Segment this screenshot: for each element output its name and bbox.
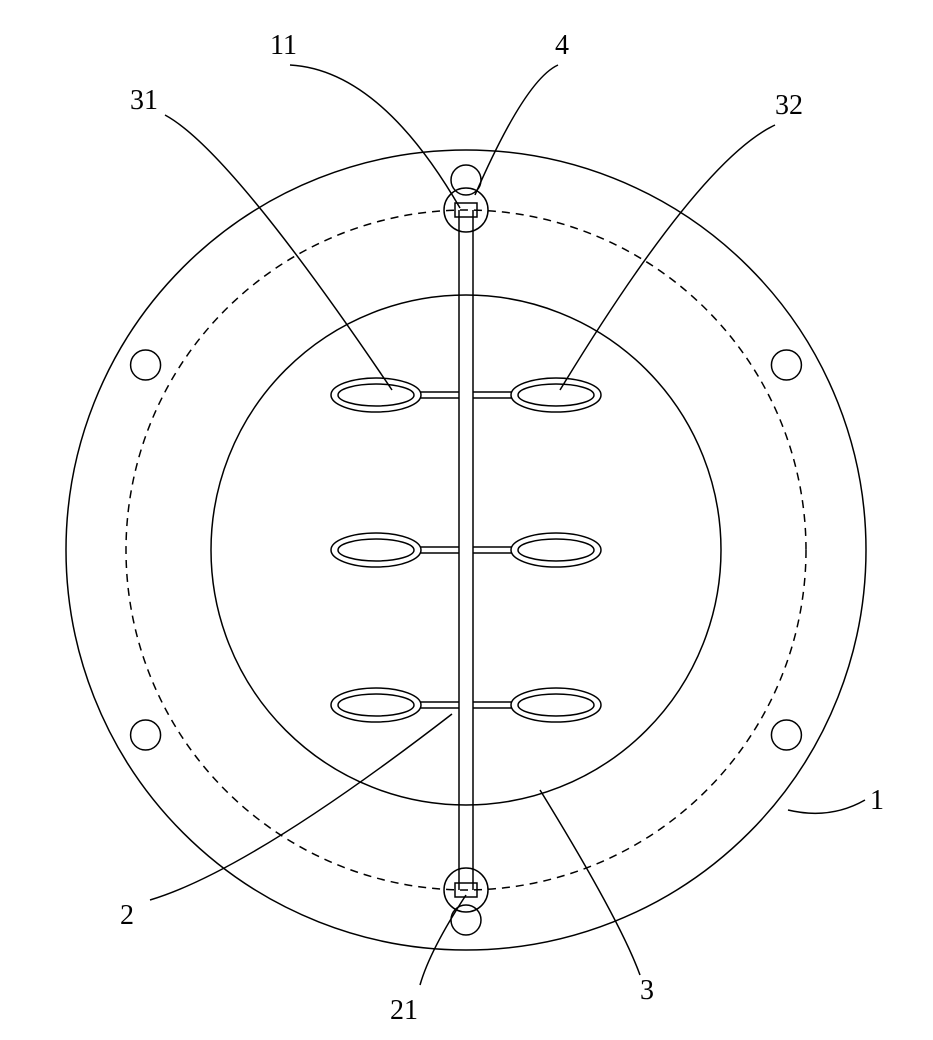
- label-3: 3: [640, 975, 654, 1007]
- technical-diagram: 11 4 31 32 1 2 21 3: [0, 20, 933, 1020]
- label-4: 4: [555, 30, 569, 62]
- label-31: 31: [130, 85, 158, 117]
- label-32: 32: [775, 90, 803, 122]
- label-11: 11: [270, 30, 297, 62]
- label-1: 1: [870, 785, 884, 817]
- label-2: 2: [120, 900, 134, 932]
- drawing-svg: [0, 20, 933, 1020]
